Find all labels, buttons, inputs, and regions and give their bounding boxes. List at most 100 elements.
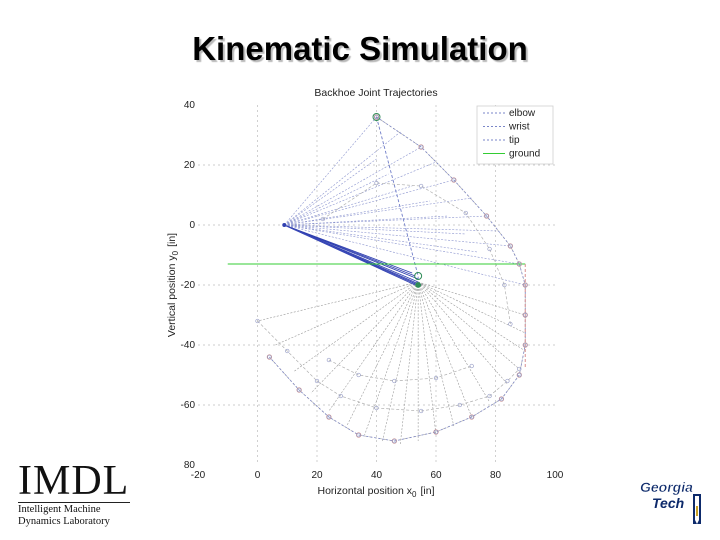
y-axis-label-text: Vertical position y <box>166 255 178 337</box>
tip-marker <box>483 213 490 219</box>
imdl-logo: IMDL Intelligent Machine Dynamics Labora… <box>18 460 143 528</box>
arc-marker <box>374 405 379 411</box>
lower-fan-line <box>417 281 455 427</box>
arc-marker <box>469 414 474 420</box>
arc-lower-a <box>257 320 520 412</box>
lower-fan-line <box>293 281 419 373</box>
x-axis-label-text: Horizontal position x <box>317 485 412 497</box>
lower-fan-line <box>382 281 419 442</box>
x-axis-label-unit: [in] <box>420 485 434 497</box>
y-tick-label: 80 <box>184 460 196 471</box>
arc-marker <box>505 378 510 384</box>
imdl-logo-rule <box>18 502 130 503</box>
arc-marker <box>326 357 332 363</box>
lower-fan-line <box>417 281 526 352</box>
imdl-logo-line2: Dynamics Laboratory <box>18 516 110 527</box>
upper-fan-line <box>284 161 437 226</box>
arc-marker <box>392 438 397 444</box>
arc-marker <box>517 366 522 372</box>
arc-layer <box>257 116 526 442</box>
arc-marker <box>326 414 332 420</box>
upper-fan-line <box>284 224 520 265</box>
elbow-joint-dot <box>415 282 422 288</box>
arc-marker <box>392 378 397 384</box>
arc-marker <box>297 387 302 393</box>
y-tick-label: 20 <box>184 160 196 171</box>
upper-fan-line <box>284 224 499 232</box>
upper-fan-line <box>284 200 431 226</box>
tip-marker <box>418 144 424 150</box>
lower-fan-line <box>417 281 508 385</box>
lower-fan-line <box>417 281 520 370</box>
arc-marker <box>418 144 424 150</box>
tip-marker <box>356 432 362 438</box>
x-tick-label: 40 <box>371 470 383 481</box>
y-tick-label: 40 <box>184 100 196 111</box>
tip-marker <box>522 342 528 348</box>
arc-marker <box>433 429 439 435</box>
lower-fan-line <box>418 281 526 316</box>
x-tick-label: 0 <box>255 470 261 481</box>
tip-marker <box>373 114 380 120</box>
georgia-tech-logo-line1: Georgia <box>640 479 693 495</box>
tip-marker <box>451 177 457 183</box>
arc-marker <box>338 393 343 399</box>
legend-label-wrist: wrist <box>508 122 530 133</box>
legend-label-elbow: elbow <box>509 108 536 119</box>
arc-marker <box>285 348 290 354</box>
marker-layer <box>255 113 528 444</box>
x-tick-label: 20 <box>311 470 323 481</box>
arc-lower-b <box>269 356 520 442</box>
y-axis-label: Vertical position y0 [in] <box>166 233 180 337</box>
series-layer <box>227 116 526 442</box>
tip-marker <box>522 282 528 288</box>
arc-marker <box>502 282 507 288</box>
lower-fan-line <box>364 281 419 436</box>
grid-layer <box>198 105 555 465</box>
arc-marker <box>499 396 504 402</box>
tip-marker <box>296 387 302 393</box>
upper-fan-line <box>284 185 413 226</box>
y-axis-label-sub: 0 <box>171 250 180 255</box>
arc-marker <box>517 372 522 378</box>
upper-fan-line <box>284 224 478 253</box>
legend: elbow wrist tip ground <box>476 105 554 165</box>
arc-marker <box>508 243 513 249</box>
legend-label-tip: tip <box>509 135 520 146</box>
arc-marker <box>484 213 489 219</box>
tick-layer: -20 0 20 40 60 80 100 40 20 0 -20 -40 -60 80 <box>181 100 564 481</box>
arc-marker <box>487 246 492 252</box>
arc-marker <box>356 372 361 378</box>
x-tick-label: 60 <box>430 470 442 481</box>
arc-marker <box>356 432 361 438</box>
y-tick-label: -40 <box>181 340 196 351</box>
tip-series-line <box>269 116 526 442</box>
y-axis-label-unit: [in] <box>166 233 178 247</box>
upper-fan-line <box>284 146 422 226</box>
tip-marker <box>522 312 528 318</box>
upper-fan-line <box>284 197 472 226</box>
arc-marker <box>314 378 320 384</box>
x-tick-label: -20 <box>191 470 206 481</box>
arc-marker <box>487 393 492 399</box>
wrist-series-line <box>376 116 419 282</box>
upper-fan-line <box>284 224 526 286</box>
arc-marker <box>320 216 326 222</box>
x-axis-label-sub: 0 <box>412 490 417 499</box>
tip-marker <box>326 414 332 420</box>
arc-marker <box>267 354 272 360</box>
lower-fan-line <box>400 281 419 445</box>
fan-layer <box>257 116 526 445</box>
elbow-joint-marker <box>414 272 423 280</box>
x-tick-label: 100 <box>547 470 564 481</box>
georgia-tech-logo-mark <box>693 494 701 524</box>
arc-marker <box>523 282 528 288</box>
arc-marker <box>418 408 424 414</box>
imdl-logo-line1: Intelligent Machine <box>18 504 101 515</box>
arc-lower-c <box>328 359 472 382</box>
upper-fan-line <box>284 158 377 226</box>
arc-marker <box>418 183 424 189</box>
lower-fan-line <box>328 281 419 412</box>
tip-marker <box>507 243 513 249</box>
